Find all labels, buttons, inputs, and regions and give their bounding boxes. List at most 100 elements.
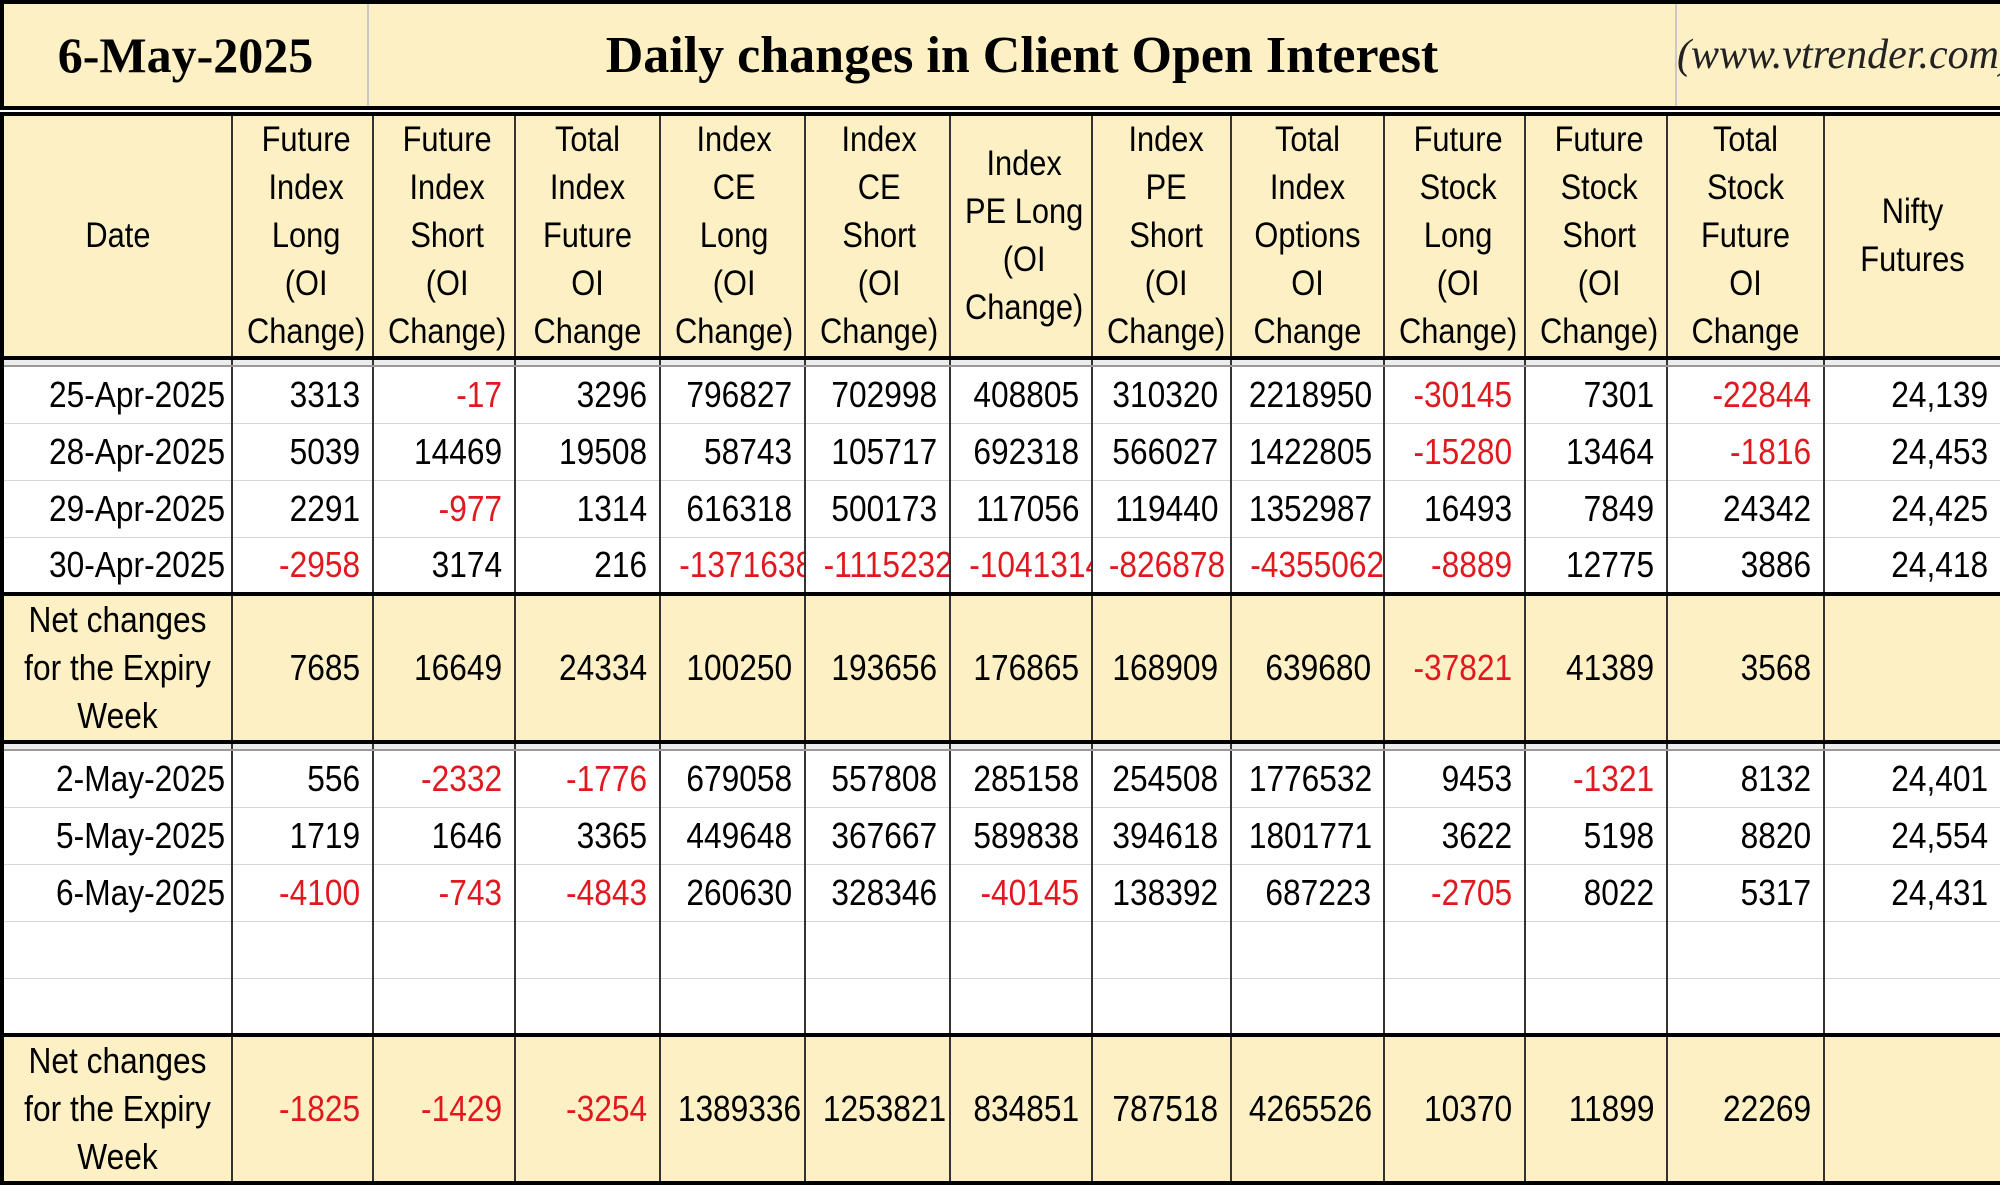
table-row: 5-May-2025 1719 1646 3365 449648 367667 589838… [0,807,2000,865]
cell-total-stock-future-value: 3886 [1740,543,1811,585]
column-header-index-pe-long-value: Index PE Long (OI Change) [965,144,1084,327]
cell-nifty-futures-value: 24,554 [1891,814,1988,856]
cell-index-pe-long-value: 692318 [973,430,1079,472]
cell-future-stock-long-value: -30145 [1413,373,1512,415]
spacer-cell [231,742,374,751]
cell-future-stock-long: -2705 [1383,864,1526,922]
table-row: 29-Apr-2025 2291 -977 1314 616318 500173 11705… [0,480,2000,538]
cell-date: 28-Apr-2025 [0,423,233,481]
cell-future-index-short-value: -743 [438,871,502,913]
cell-nifty-futures: 24,554 [1823,807,2000,865]
cell-future-index-short: 14469 [372,423,516,481]
cell-future-index-short: 1646 [372,807,516,865]
empty-cell [1823,921,2000,979]
cell-nifty-futures-value: 24,431 [1891,871,1988,913]
cell-index-pe-short-value: -826878 [1108,543,1226,585]
cell-index-ce-long: 449648 [659,807,806,865]
column-header-nifty-futures-value: Nifty Futures [1860,192,1965,279]
cell-future-index-long: 5039 [231,423,374,481]
cell-index-pe-long-value: 408805 [973,373,1079,415]
net-future-index-short: -1429 [372,1035,516,1185]
spacer-cell [372,358,516,367]
cell-index-pe-short-value: 254508 [1112,757,1218,799]
cell-future-stock-short-value: 7849 [1583,487,1654,529]
cell-date-value: 29-Apr-2025 [48,487,225,529]
column-header-future-stock-short: Future Stock Short (OI Change) [1524,112,1668,360]
cell-index-pe-long-value: 117056 [975,487,1079,529]
cell-index-pe-short-value: 119440 [1114,487,1218,529]
empty-cell [514,921,661,979]
column-header-index-ce-long: Index CE Long (OI Change) [659,112,806,360]
net-changes-row: Net changes for the Expiry Week 7685 16649… [0,594,2000,744]
cell-index-ce-short: 500173 [804,480,951,538]
cell-future-index-long: 3313 [231,366,374,424]
empty-cell [804,921,951,979]
cell-index-pe-long: -1041314 [949,537,1093,596]
cell-future-index-long-value: 3313 [289,373,360,415]
cell-date: 30-Apr-2025 [0,537,233,596]
spacer-cell [1823,742,2000,751]
cell-index-ce-short-value: 367667 [831,814,937,856]
net-index-pe-short-value: 168909 [1112,647,1218,688]
column-header-future-index-long-value: Future Index Long (OI Change) [247,120,366,351]
cell-index-ce-long: 260630 [659,864,806,922]
empty-cell [1230,978,1385,1037]
table-row: 30-Apr-2025 -2958 3174 216 -1371638 -1115232-… [0,537,2000,596]
net-future-stock-short: 41389 [1524,594,1668,744]
cell-future-stock-long-value: -2705 [1430,871,1512,913]
net-index-ce-long: 100250 [659,594,806,744]
cell-future-index-long: 2291 [231,480,374,538]
cell-nifty-futures-value: 24,401 [1891,757,1988,799]
cell-future-stock-long: -30145 [1383,366,1526,424]
spacer-cell [0,358,233,367]
spacer-cell [0,742,233,751]
cell-index-pe-short-value: 138392 [1112,871,1218,913]
report-date: 6-May-2025 [2,2,369,108]
cell-future-stock-short-value: 7301 [1583,373,1654,415]
net-future-index-short: 16649 [372,594,516,744]
website-credit: (www.vtrender.com) [1676,2,2000,108]
empty-cell [1091,921,1232,979]
cell-future-index-long-value: 2291 [289,487,360,529]
net-index-ce-short-value: 1253821 [822,1088,947,1129]
cell-total-stock-future: 24342 [1666,480,1825,538]
cell-nifty-futures: 24,418 [1823,537,2000,596]
empty-cell [0,921,233,979]
cell-future-stock-long-value: 9453 [1441,757,1512,799]
header-row: Date Future Index Long (OI Change) Future … [0,112,2000,360]
column-header-index-ce-short: Index CE Short (OI Change) [804,112,951,360]
cell-index-pe-long: 117056 [949,480,1093,538]
cell-future-index-short: -743 [372,864,516,922]
column-header-index-pe-short-value: Index PE Short (OI Change) [1107,120,1226,351]
cell-index-pe-long: -40145 [949,864,1093,922]
net-total-index-future: -3254 [514,1035,661,1185]
cell-future-index-long: 556 [231,750,374,808]
net-changes-label-value: Net changes for the Expiry Week [24,1040,211,1177]
net-index-ce-long-value: 1389336 [677,1088,802,1129]
spacer-cell [1091,358,1232,367]
cell-total-index-future: 216 [514,537,661,596]
cell-date: 25-Apr-2025 [0,366,233,424]
spacer-cell [514,358,661,367]
cell-total-index-options: -4355062 [1230,537,1385,596]
empty-cell [231,978,374,1037]
cell-index-ce-short: 557808 [804,750,951,808]
cell-future-stock-short: 8022 [1524,864,1668,922]
empty-cell [949,921,1093,979]
net-index-ce-short: 1253821 [804,1035,951,1185]
cell-index-ce-long-value: 796827 [686,373,792,415]
cell-index-pe-short: 138392 [1091,864,1232,922]
cell-total-stock-future-value: 24342 [1722,487,1811,529]
cell-index-ce-long-value: 616318 [686,487,792,529]
cell-total-index-options: 687223 [1230,864,1385,922]
cell-total-index-future-value: 3365 [576,814,647,856]
cell-date-value: 2-May-2025 [55,757,225,799]
spacer-cell [804,742,951,751]
cell-future-index-long: -4100 [231,864,374,922]
empty-cell [1091,978,1232,1037]
spacer-cell [1524,742,1668,751]
net-total-index-options-value: 4265526 [1248,1088,1373,1129]
column-header-total-index-options-value: Total Index Options OI Change [1253,120,1362,351]
column-header-future-stock-long-value: Future Stock Long (OI Change) [1399,120,1518,351]
